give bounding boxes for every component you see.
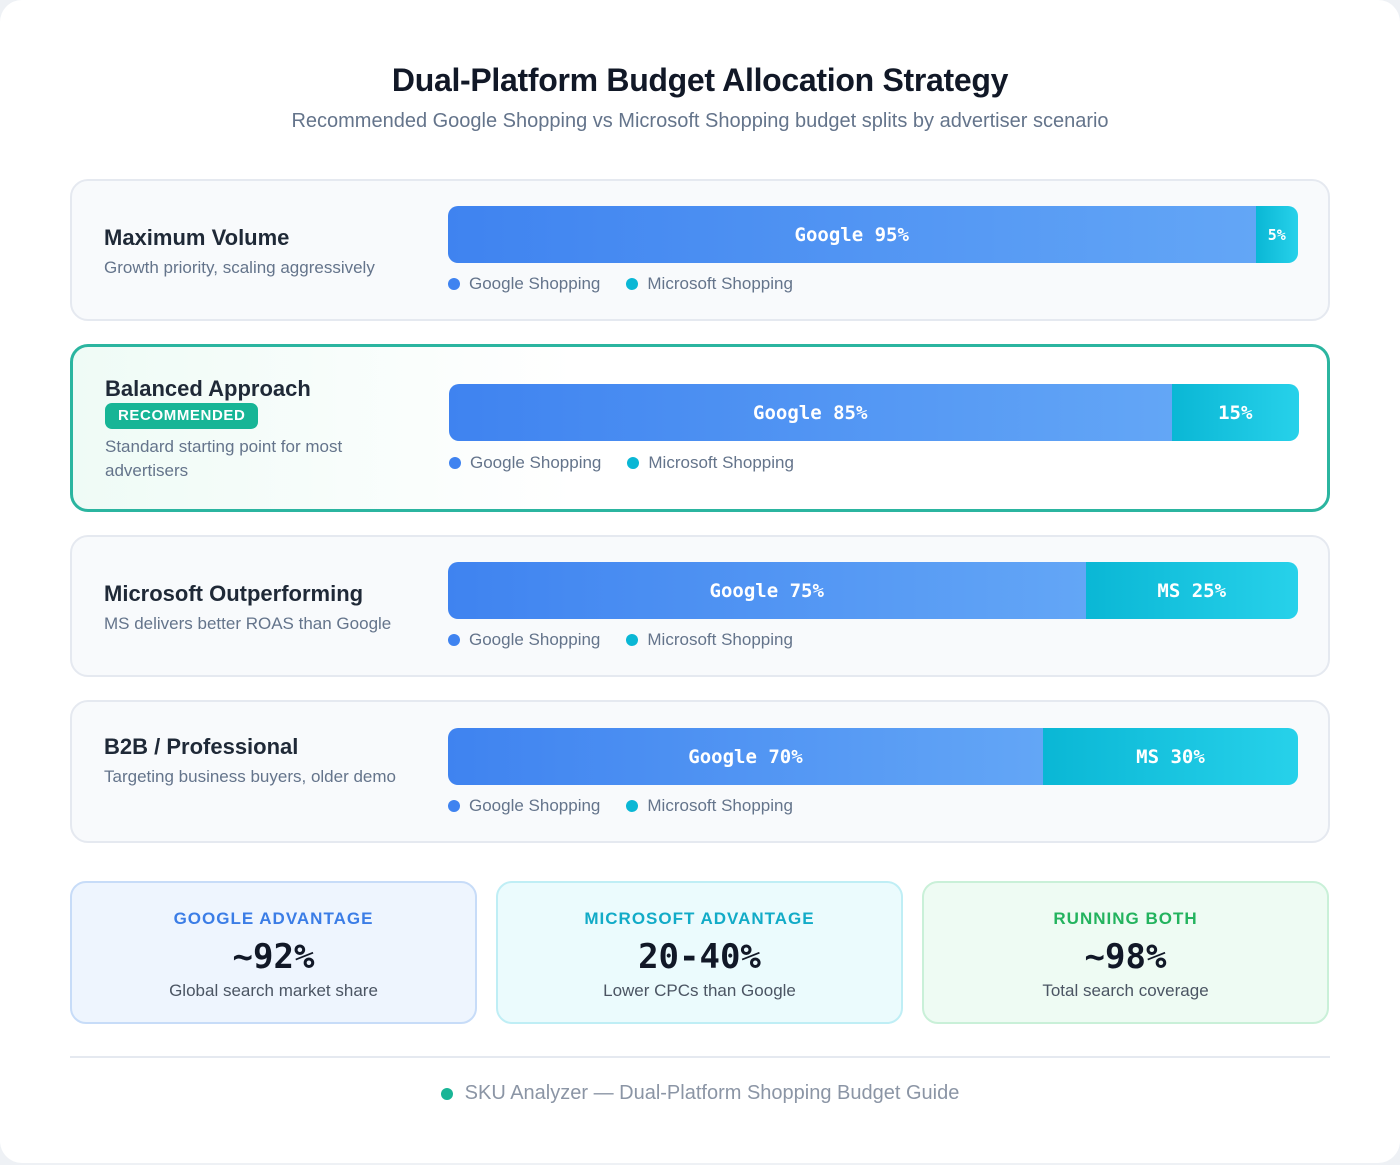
stat-note: Total search coverage [1042,981,1209,1000]
stat-value: 20-40% [638,937,761,977]
scenario-row-microsoft-outperforming: Microsoft Outperforming MS delivers bett… [70,535,1330,677]
legend-google: Google Shopping [449,453,601,473]
google-segment-label: Google 70% [688,745,803,768]
microsoft-segment-label: MS 30% [1136,745,1205,768]
footer-dot-icon [440,1087,453,1100]
scenario-name: B2B / Professional [104,734,299,759]
legend-google-label: Google Shopping [469,630,601,649]
stat-label: GOOGLE ADVANTAGE [173,909,374,928]
google-segment: Google 85% [449,384,1172,441]
legend-google: Google Shopping [448,796,600,816]
google-segment-label: Google 85% [753,401,868,424]
legend-microsoft: Microsoft Shopping [626,630,793,650]
allocation-bar: Google 70% MS 30% [448,728,1298,785]
legend-microsoft: Microsoft Shopping [626,796,793,816]
legend-google-dot [448,800,460,812]
stat-value: ~92% [232,937,315,977]
microsoft-segment: MS 30% [1043,728,1298,785]
allocation-bar: Google 95% 5% [448,206,1298,263]
google-segment-label: Google 75% [709,579,824,602]
stat-note: Lower CPCs than Google [603,981,796,1000]
legend-microsoft-label: Microsoft Shopping [647,274,793,293]
bar-legend: Google Shopping Microsoft Shopping [448,796,819,816]
legend-microsoft-dot [626,278,639,290]
legend-google-dot [449,457,461,469]
scenario-row-maximum-volume: Maximum Volume Growth priority, scaling … [70,179,1330,321]
legend-google: Google Shopping [448,630,600,650]
stat-card-google-advantage: GOOGLE ADVANTAGE ~92% Global search mark… [70,881,477,1024]
google-segment: Google 95% [448,206,1256,263]
footer-text: SKU Analyzer — Dual-Platform Shopping Bu… [464,1082,960,1104]
microsoft-segment-label: 15% [1218,401,1253,424]
page-title: Dual-Platform Budget Allocation Strategy [391,62,1009,98]
stat-value: ~98% [1084,937,1167,977]
bar-legend: Google Shopping Microsoft Shopping [448,630,819,650]
scenario-description: Standard starting point for most adverti… [105,437,343,480]
microsoft-segment-label: 5% [1267,225,1286,244]
stat-note: Global search market share [169,981,378,1000]
scenario-description: Targeting business buyers, older demo [104,767,396,786]
legend-microsoft-label: Microsoft Shopping [647,796,793,815]
allocation-bar: Google 85% 15% [449,384,1299,441]
scenario-name: Balanced Approach [105,376,311,401]
legend-microsoft-dot [626,800,639,812]
stat-label: RUNNING BOTH [1053,909,1198,928]
scenario-description: Growth priority, scaling aggressively [104,258,375,277]
legend-google-label: Google Shopping [470,453,602,472]
bar-legend: Google Shopping Microsoft Shopping [448,274,819,294]
recommended-badge: RECOMMENDED [105,403,259,429]
scenario-name: Maximum Volume [104,225,290,250]
google-segment-label: Google 95% [794,223,909,246]
legend-google-label: Google Shopping [469,274,601,293]
legend-microsoft-label: Microsoft Shopping [648,453,794,472]
scenario-row-b2b-professional: B2B / Professional Targeting business bu… [70,700,1330,843]
scenario-row-balanced-approach: Balanced Approach RECOMMENDED Standard s… [70,344,1330,512]
allocation-bar: Google 75% MS 25% [448,562,1298,619]
microsoft-segment: MS 25% [1085,562,1298,619]
google-segment: Google 70% [448,728,1043,785]
bar-legend: Google Shopping Microsoft Shopping [449,453,820,473]
legend-google-label: Google Shopping [469,796,601,815]
scenario-description: MS delivers better ROAS than Google [104,614,392,633]
legend-microsoft-label: Microsoft Shopping [647,630,793,649]
page-subtitle: Recommended Google Shopping vs Microsoft… [291,110,1109,132]
footer: SKU Analyzer — Dual-Platform Shopping Bu… [0,1082,1400,1105]
footer-divider [70,1056,1330,1058]
legend-microsoft: Microsoft Shopping [627,453,794,473]
google-segment: Google 75% [448,562,1086,619]
stat-card-microsoft-advantage: MICROSOFT ADVANTAGE 20-40% Lower CPCs th… [496,881,903,1024]
microsoft-segment-label: MS 25% [1157,579,1227,602]
legend-google-dot [448,278,460,290]
legend-google: Google Shopping [448,274,600,294]
microsoft-segment: 5% [1255,206,1298,263]
microsoft-segment: 15% [1171,384,1299,441]
stat-label: MICROSOFT ADVANTAGE [584,909,815,928]
stat-card-running-both: RUNNING BOTH ~98% Total search coverage [922,881,1329,1024]
scenario-name: Microsoft Outperforming [104,581,364,606]
legend-microsoft-dot [626,634,639,646]
legend-microsoft-dot [627,457,640,469]
legend-google-dot [448,634,460,646]
legend-microsoft: Microsoft Shopping [626,274,793,294]
